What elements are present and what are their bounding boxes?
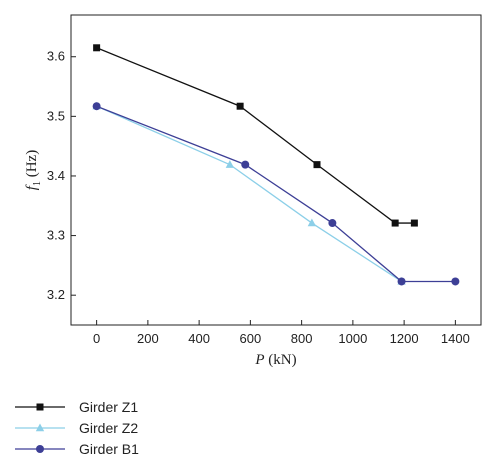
x-axis-var: P: [254, 352, 264, 368]
series-line-girder-z1: [96, 47, 415, 224]
legend-marker-girder-z1: [36, 403, 44, 411]
data-point-girder-b1: [241, 160, 250, 169]
data-point-girder-z1: [236, 102, 244, 110]
y-tick-label: 3.5: [47, 108, 65, 123]
y-axis-var: f: [24, 184, 40, 190]
legend-label-girder-z2: Girder Z2: [79, 420, 138, 436]
x-axis-unit: (kN): [265, 352, 297, 368]
y-tick-label: 3.6: [47, 49, 65, 64]
x-tick-label: 600: [240, 331, 262, 346]
legend-marker-girder-z2: [35, 423, 45, 432]
axis-ticks: 0 200 400 600 800 1000 1200 1400 3.2 3.3 3.4 3.5 3.6: [47, 49, 470, 346]
legend-label-girder-z1: Girder Z1: [79, 399, 138, 415]
x-tick-label: 400: [188, 331, 210, 346]
legend-marker-girder-b1: [36, 445, 44, 453]
data-point-girder-b1: [92, 102, 101, 111]
data-point-girder-z1: [93, 44, 101, 52]
data-point-girder-z1: [410, 219, 418, 227]
data-point-girder-b1: [451, 277, 460, 286]
series-layer: [92, 44, 460, 286]
x-tick-label: 800: [291, 331, 313, 346]
x-tick-label: 0: [93, 331, 100, 346]
y-tick-label: 3.2: [47, 287, 65, 302]
y-axis-unit: (Hz): [24, 150, 40, 181]
series-line-girder-z2: [96, 105, 402, 283]
y-axis-title: f1 (Hz): [24, 150, 43, 190]
x-tick-label: 1000: [338, 331, 367, 346]
data-point-girder-z2: [307, 218, 317, 227]
x-axis-title: P (kN): [254, 352, 296, 368]
data-point-girder-z2: [225, 160, 235, 168]
data-point-girder-z1: [313, 161, 321, 169]
legend-label-girder-b1: Girder B1: [79, 441, 139, 457]
x-tick-label: 1200: [390, 331, 419, 346]
x-tick-label: 1400: [441, 331, 470, 346]
y-tick-label: 3.3: [47, 228, 65, 243]
data-point-girder-b1: [397, 277, 406, 286]
legend: Girder Z1 Girder Z2 Girder B1: [15, 399, 139, 457]
plot-frame: [70, 14, 482, 326]
series-line-girder-b1: [96, 105, 456, 283]
y-axis-sub: 1: [32, 181, 43, 186]
y-tick-label: 3.4: [47, 168, 65, 183]
data-point-girder-z1: [391, 219, 399, 227]
data-point-girder-b1: [328, 219, 337, 228]
x-tick-label: 200: [137, 331, 159, 346]
